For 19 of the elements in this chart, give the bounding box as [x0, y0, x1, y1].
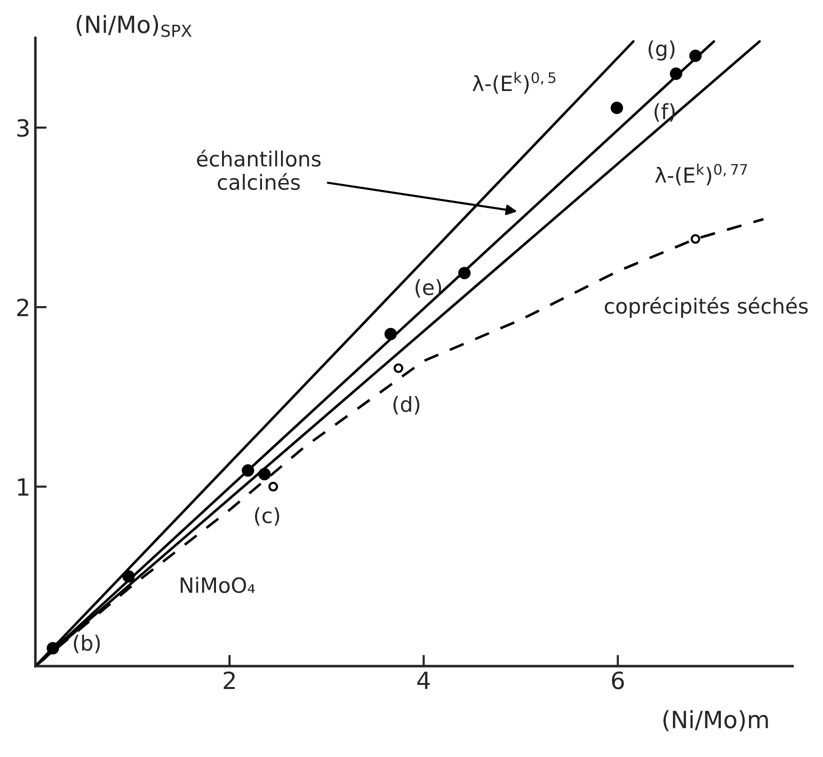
annotation: (f) [654, 103, 675, 122]
annotation: λ-(E$^{k}$)$^{0,5}$ [472, 72, 556, 94]
annotation: (d) [393, 396, 420, 415]
y-tick-label: 2 [17, 298, 28, 316]
x-tick-label: 4 [417, 672, 430, 689]
y-tick-label: 3 [17, 119, 29, 137]
annotation: échantillons calcinés [197, 150, 321, 190]
x-tick-label: 6 [612, 671, 624, 690]
annotation: λ-(E$^{k}$)$^{0,77}$ [655, 164, 747, 186]
y-axis-title: (Ni/Mo)$_{SPX}$ [76, 14, 192, 38]
annotation: (c) [255, 507, 280, 526]
y-tick-label: 1 [18, 478, 28, 496]
annotation: (e) [416, 279, 442, 298]
x-axis-title: (Ni/Mo)m [663, 710, 768, 732]
annotation: NiMoO₄ [180, 576, 255, 594]
annotation: coprécipités séchés [604, 296, 808, 318]
annotation: (b) [74, 634, 100, 654]
x-tick-label: 2 [224, 671, 235, 689]
annotation: (g) [648, 40, 675, 60]
